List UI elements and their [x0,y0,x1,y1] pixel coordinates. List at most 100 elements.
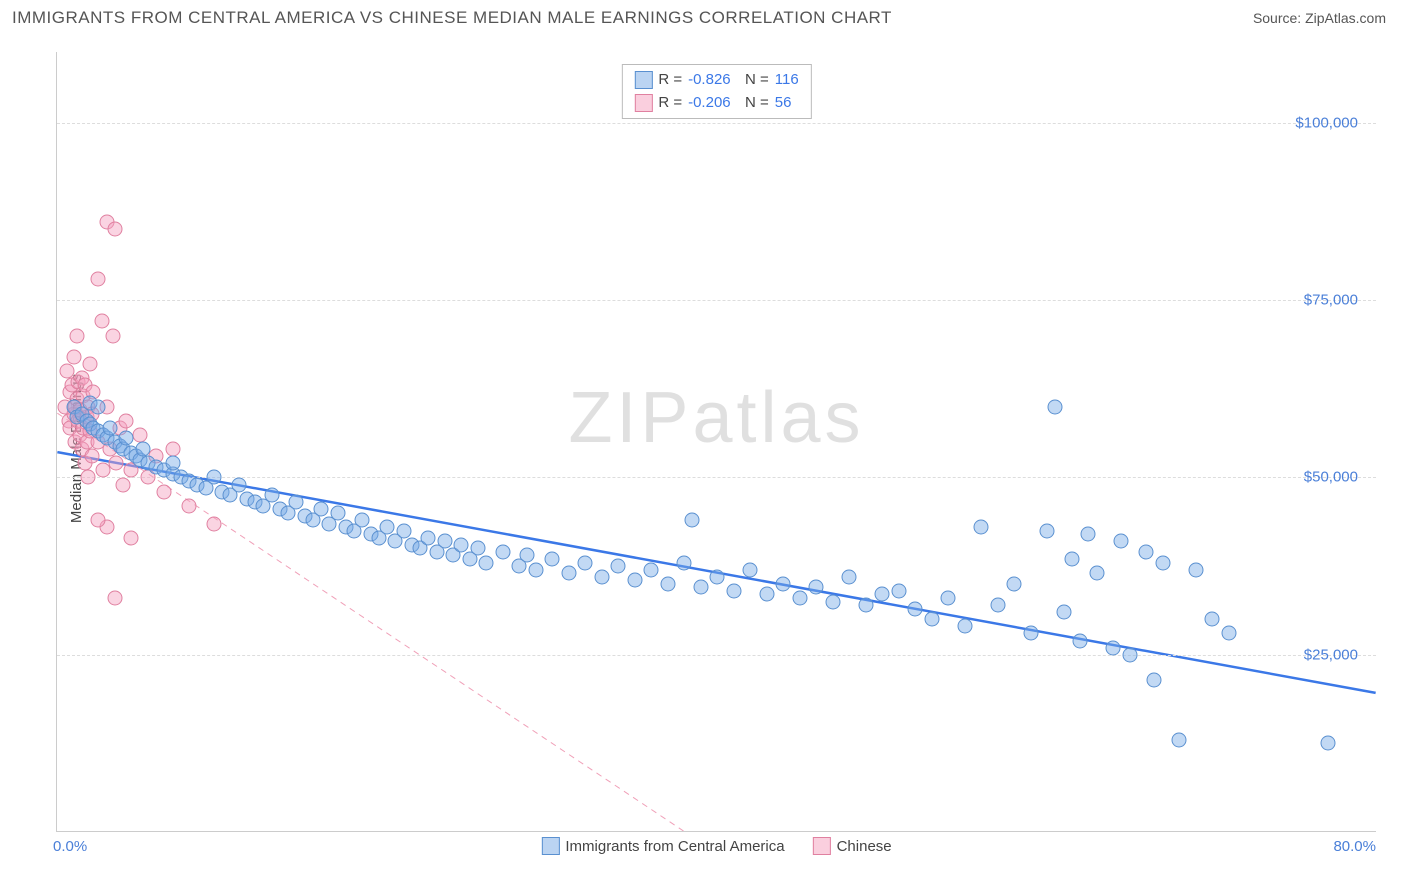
data-point [677,555,692,570]
data-point [1320,736,1335,751]
data-point [1114,534,1129,549]
data-point [685,513,700,528]
data-point [1056,605,1071,620]
data-point [710,569,725,584]
data-point [132,427,147,442]
n-value-blue: 116 [775,69,799,92]
data-point [182,498,197,513]
data-point [1073,633,1088,648]
data-point [660,576,675,591]
data-point [611,559,626,574]
data-point [924,612,939,627]
data-point [1172,732,1187,747]
ytick-label: $75,000 [1304,292,1358,309]
correlation-box: R = -0.826 N = 116 R = -0.206 N = 56 [621,64,811,119]
data-point [858,598,873,613]
data-point [231,477,246,492]
data-point [528,562,543,577]
data-point [355,513,370,528]
data-point [84,449,99,464]
legend-label-pink: Chinese [837,838,892,855]
data-point [578,555,593,570]
data-point [1106,640,1121,655]
data-point [1221,626,1236,641]
legend-item-pink: Chinese [813,837,892,855]
data-point [908,601,923,616]
data-point [396,523,411,538]
data-point [957,619,972,634]
ytick-label: $50,000 [1304,469,1358,486]
ytick-label: $25,000 [1304,646,1358,663]
swatch-blue-icon [541,837,559,855]
data-point [165,456,180,471]
data-point [124,530,139,545]
data-point [479,555,494,570]
data-point [470,541,485,556]
data-point [627,573,642,588]
data-point [81,470,96,485]
xtick-min: 0.0% [53,838,87,855]
gridline [57,655,1376,656]
data-point [693,580,708,595]
legend-bottom: Immigrants from Central America Chinese [541,837,891,855]
data-point [157,484,172,499]
data-point [875,587,890,602]
data-point [330,505,345,520]
data-point [454,537,469,552]
correlation-row-blue: R = -0.826 N = 116 [634,69,798,92]
chart-title: IMMIGRANTS FROM CENTRAL AMERICA VS CHINE… [12,8,892,28]
data-point [759,587,774,602]
data-point [726,583,741,598]
trend-lines [57,52,1376,831]
data-point [119,413,134,428]
gridline [57,123,1376,124]
gridline [57,300,1376,301]
watermark: ZIPatlas [568,377,864,459]
data-point [69,328,84,343]
legend-item-blue: Immigrants from Central America [541,837,784,855]
source-label: Source: ZipAtlas.com [1253,10,1386,26]
data-point [809,580,824,595]
data-point [264,488,279,503]
data-point [545,552,560,567]
data-point [119,431,134,446]
data-point [107,591,122,606]
data-point [1155,555,1170,570]
n-value-pink: 56 [775,92,792,115]
data-point [1089,566,1104,581]
data-point [91,271,106,286]
data-point [107,222,122,237]
data-point [644,562,659,577]
data-point [776,576,791,591]
ytick-label: $100,000 [1295,114,1358,131]
swatch-pink-icon [813,837,831,855]
data-point [1205,612,1220,627]
data-point [1188,562,1203,577]
plot-region: ZIPatlas R = -0.826 N = 116 R = -0.206 N… [56,52,1376,832]
data-point [421,530,436,545]
correlation-row-pink: R = -0.206 N = 56 [634,92,798,115]
data-point [83,357,98,372]
r-value-blue: -0.826 [688,69,731,92]
data-point [314,502,329,517]
data-point [1048,399,1063,414]
data-point [91,513,106,528]
data-point [825,594,840,609]
swatch-pink-icon [634,94,652,112]
data-point [561,566,576,581]
data-point [1023,626,1038,641]
chart-area: Median Male Earnings ZIPatlas R = -0.826… [12,40,1392,880]
data-point [1081,527,1096,542]
data-point [792,591,807,606]
xtick-max: 80.0% [1333,838,1376,855]
swatch-blue-icon [634,71,652,89]
data-point [520,548,535,563]
data-point [1147,672,1162,687]
data-point [94,314,109,329]
data-point [206,516,221,531]
data-point [891,583,906,598]
data-point [380,520,395,535]
data-point [743,562,758,577]
data-point [91,399,106,414]
data-point [206,470,221,485]
